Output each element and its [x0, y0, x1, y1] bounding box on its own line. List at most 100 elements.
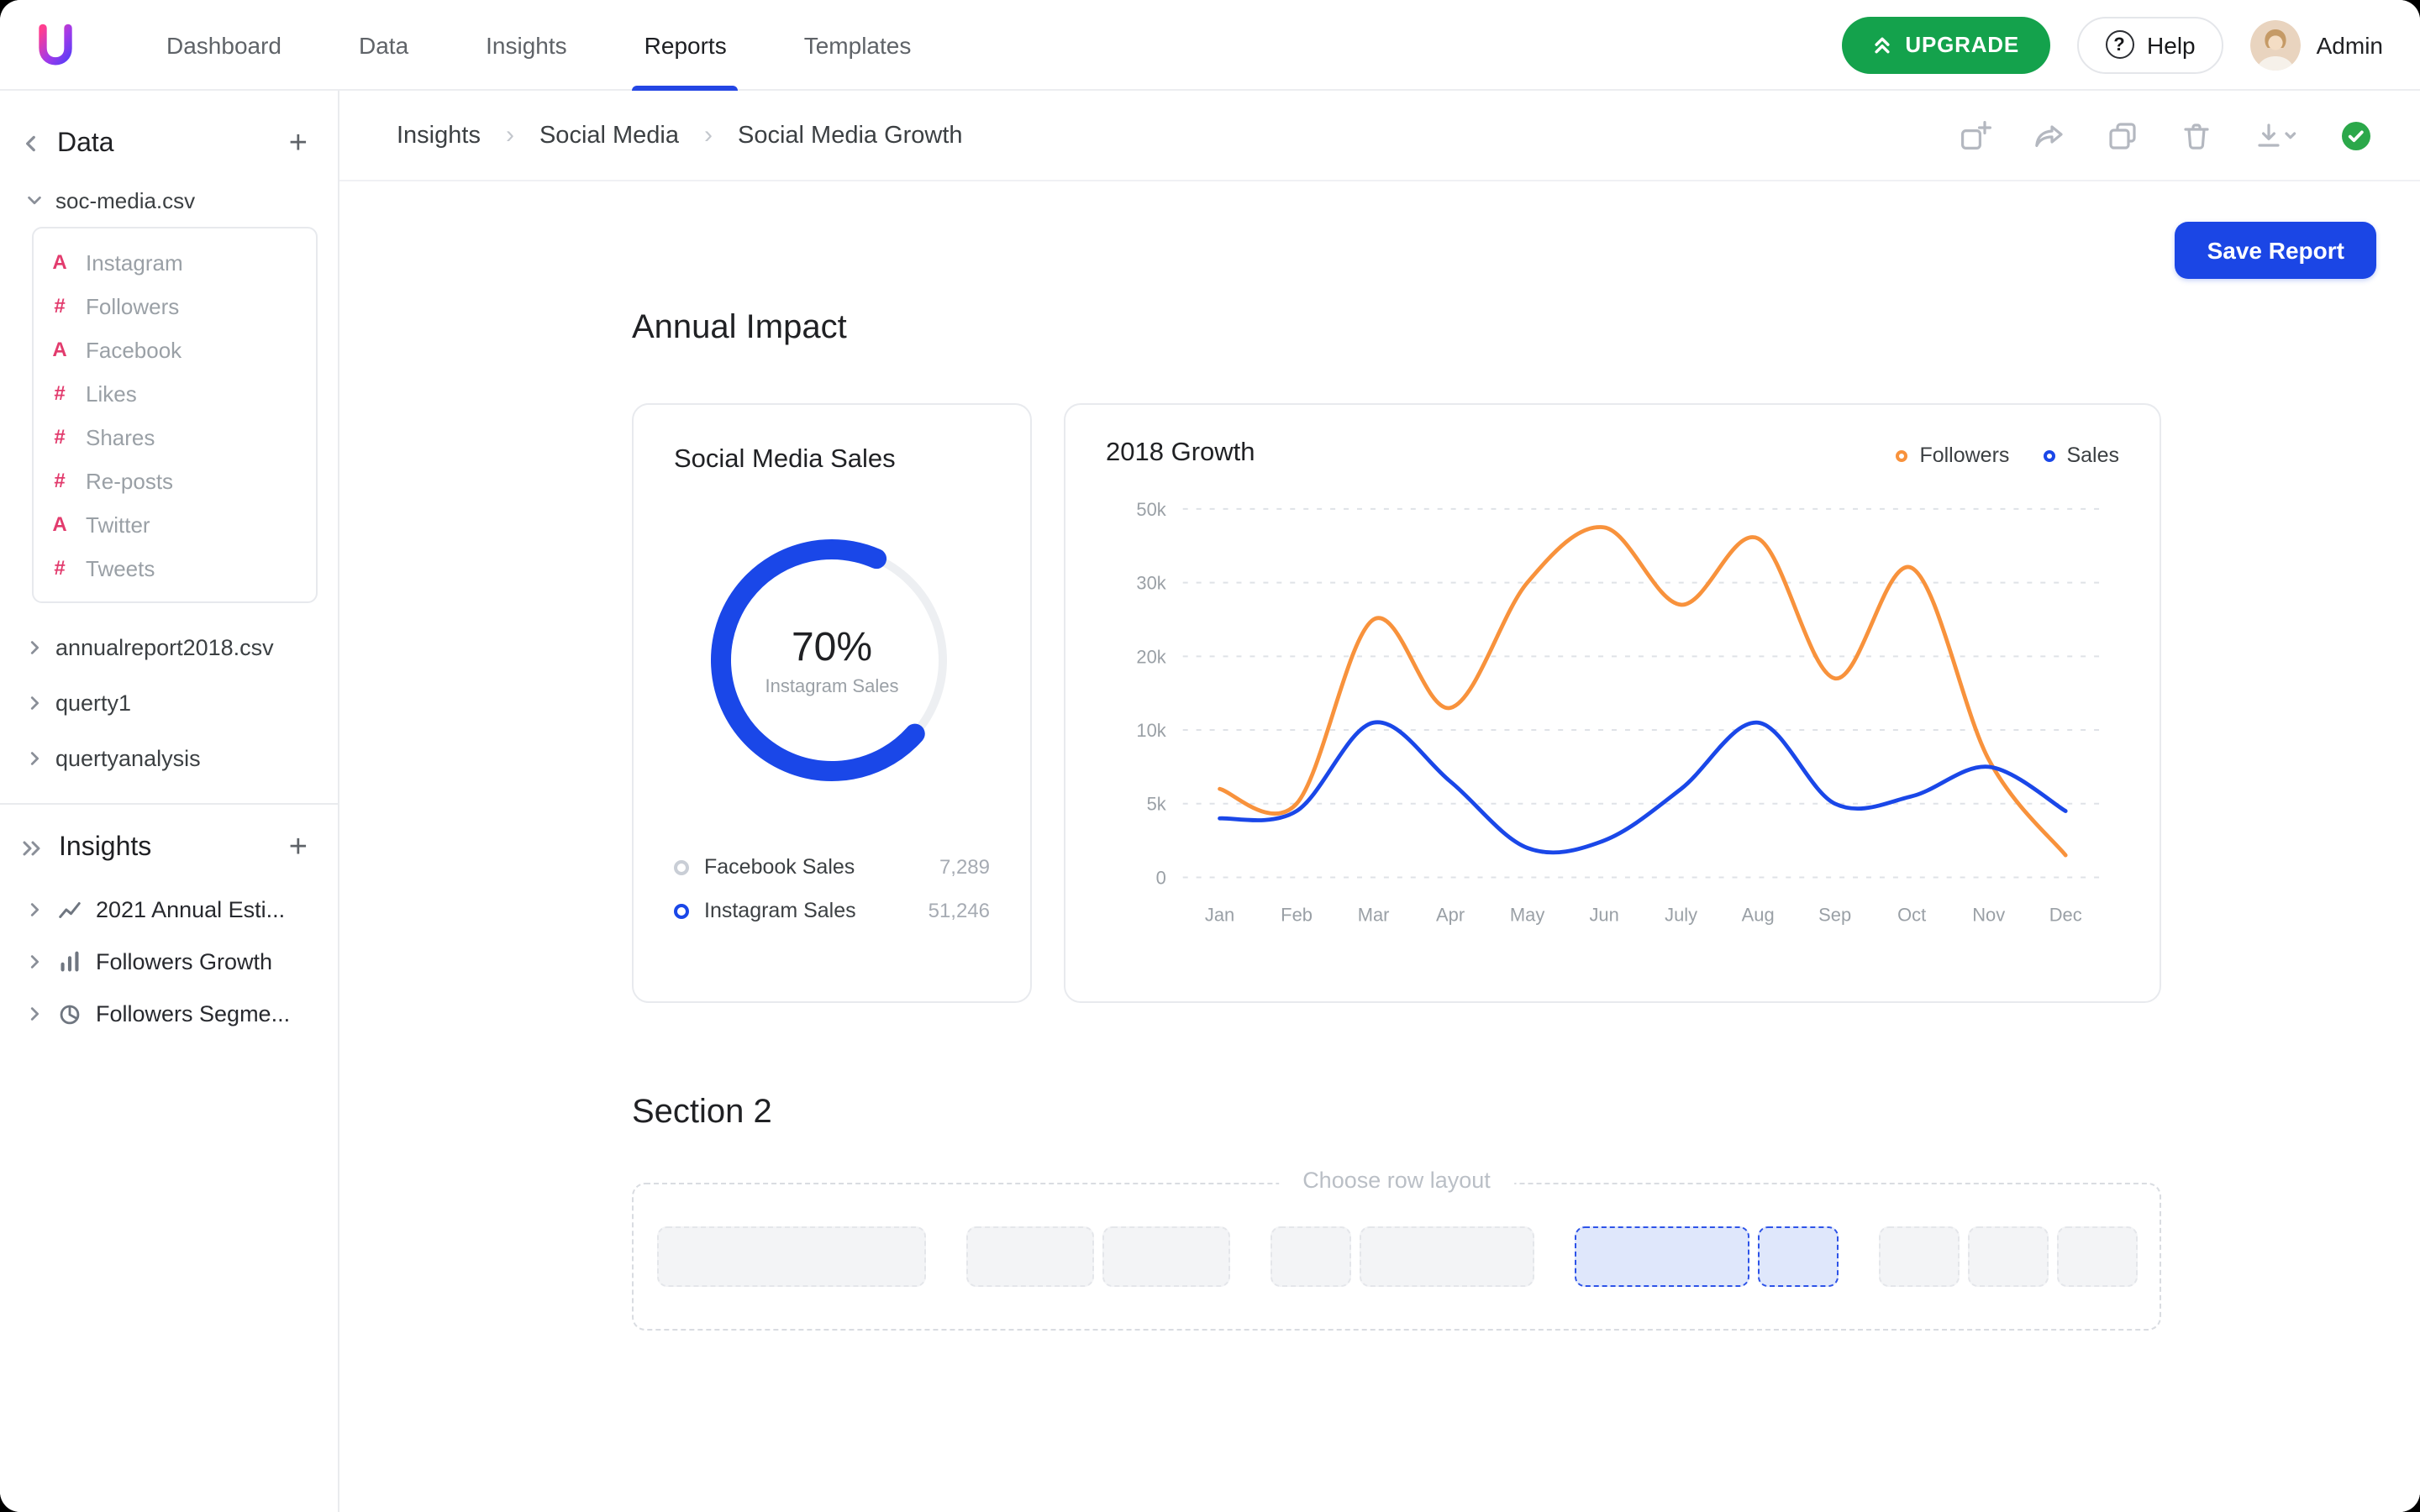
growth-line-chart: 0 5k 10k 20k 30k 50k Jan Feb Mar Apr May Jun July Aug…	[1136, 499, 2107, 925]
field-facebook[interactable]: A Facebook	[50, 328, 299, 371]
duplicate-button[interactable]	[2106, 118, 2139, 152]
chevron-right-icon	[30, 955, 39, 969]
widget-social-media-sales[interactable]: Social Media Sales 70% Instagram Sales	[632, 403, 1032, 1003]
legend-facebook-sales: Facebook Sales 7,289	[674, 855, 990, 879]
donut-percent: 70%	[791, 624, 873, 669]
data-section-title: Data	[57, 129, 114, 157]
report-body: Annual Impact Social Media Sales	[632, 309, 2161, 1331]
text-field-icon: A	[52, 512, 67, 536]
growth-chart-area: 0 5k 10k 20k 30k 50k Jan Feb Mar Apr May Jun July Aug…	[1106, 486, 2119, 934]
share-button[interactable]	[2032, 118, 2065, 152]
help-button[interactable]: ? Help	[2076, 16, 2224, 73]
field-re-posts[interactable]: # Re-posts	[50, 459, 299, 502]
breadcrumb-bar: Insights Social Media Social Media Growt…	[339, 91, 2420, 181]
layout-block[interactable]	[965, 1226, 1093, 1287]
svg-text:Dec: Dec	[2049, 904, 2082, 925]
save-report-button[interactable]: Save Report	[2175, 222, 2376, 279]
duplicate-icon	[2109, 122, 2136, 149]
legend-dot-icon	[674, 859, 689, 874]
data-section-header: Data +	[0, 108, 338, 180]
delete-button[interactable]	[2180, 118, 2213, 152]
share-icon	[2035, 124, 2063, 146]
nav-templates[interactable]: Templates	[803, 31, 912, 58]
layout-block[interactable]	[1878, 1226, 1959, 1287]
chevron-separator-icon	[506, 121, 514, 150]
insight-followers-segments[interactable]: Followers Segme...	[0, 988, 338, 1040]
layout-block[interactable]	[1102, 1226, 1229, 1287]
layout-block-selected[interactable]	[1757, 1226, 1838, 1287]
layout-block[interactable]	[1967, 1226, 2048, 1287]
layout-block-selected[interactable]	[1574, 1226, 1749, 1287]
section-title-section-2: Section 2	[632, 1094, 772, 1131]
nav-dashboard[interactable]: Dashboard	[166, 31, 281, 58]
brand-logo[interactable]	[30, 19, 81, 70]
double-chevron-right-icon[interactable]	[20, 837, 44, 858]
number-field-icon: #	[54, 425, 66, 449]
field-shares[interactable]: # Shares	[50, 415, 299, 459]
legend-followers: Followers	[1896, 444, 2009, 467]
chevron-separator-icon	[704, 121, 713, 150]
chevron-right-icon	[30, 641, 39, 654]
field-likes[interactable]: # Likes	[50, 371, 299, 415]
svg-text:0: 0	[1156, 867, 1166, 888]
layout-block[interactable]	[656, 1226, 925, 1287]
add-data-button[interactable]: +	[276, 124, 321, 163]
add-insight-button[interactable]: +	[276, 828, 321, 867]
number-field-icon: #	[54, 294, 66, 318]
breadcrumb-social-media[interactable]: Social Media	[539, 122, 679, 149]
dataset-fields-list: A Instagram # Followers A Facebook # Lik…	[32, 227, 318, 603]
svg-text:May: May	[1510, 904, 1544, 925]
row-layout-option-full[interactable]	[656, 1226, 925, 1287]
layout-block[interactable]	[1270, 1226, 1350, 1287]
field-twitter[interactable]: A Twitter	[50, 502, 299, 546]
field-instagram[interactable]: A Instagram	[50, 240, 299, 284]
avatar	[2250, 19, 2302, 70]
add-widget-icon	[1960, 120, 1991, 149]
insight-2021-annual[interactable]: 2021 Annual Esti...	[0, 884, 338, 936]
row-layout-option-thirds[interactable]	[1878, 1226, 2137, 1287]
growth-card-header: 2018 Growth Followers Sales	[1106, 438, 2119, 469]
nav-data[interactable]: Data	[359, 31, 409, 58]
dataset-soc-media[interactable]: soc-media.csv	[0, 180, 338, 222]
chevron-left-icon[interactable]	[20, 133, 42, 155]
svg-text:Nov: Nov	[1972, 904, 2005, 925]
layout-block[interactable]	[1359, 1226, 1534, 1287]
field-tweets[interactable]: # Tweets	[50, 546, 299, 590]
svg-text:20k: 20k	[1136, 646, 1165, 667]
row-layout-option-twothirds-third-selected[interactable]	[1574, 1226, 1838, 1287]
legend-sales: Sales	[2043, 444, 2119, 467]
insights-section-header: Insights +	[0, 811, 338, 884]
row-layout-option-half-half[interactable]	[965, 1226, 1229, 1287]
dataset-annualreport2018[interactable]: annualreport2018.csv	[0, 620, 338, 675]
nav-insights[interactable]: Insights	[486, 31, 567, 58]
widget-2018-growth[interactable]: 2018 Growth Followers Sales 0 5k 10k 20k 30k…	[1064, 403, 2161, 1003]
breadcrumb-social-media-growth[interactable]: Social Media Growth	[738, 122, 963, 149]
upgrade-button[interactable]: UPGRADE	[1841, 16, 2050, 73]
report-canvas: Save Report Annual Impact Social Media S…	[339, 181, 2420, 1512]
breadcrumb-insights[interactable]: Insights	[397, 122, 481, 149]
svg-text:30k: 30k	[1136, 573, 1165, 594]
insight-followers-growth[interactable]: Followers Growth	[0, 936, 338, 988]
add-widget-button[interactable]	[1958, 118, 1991, 152]
breadcrumb: Insights Social Media Social Media Growt…	[397, 121, 963, 150]
row-layout-option-third-twothirds[interactable]	[1270, 1226, 1534, 1287]
nav-reports[interactable]: Reports	[606, 0, 765, 90]
donut-chart: 70% Instagram Sales	[697, 526, 966, 795]
field-followers[interactable]: # Followers	[50, 284, 299, 328]
row-layout-picker-label: Choose row layout	[1279, 1168, 1514, 1193]
svg-text:Jan: Jan	[1205, 904, 1234, 925]
user-name: Admin	[2316, 31, 2383, 58]
topbar-right: UPGRADE ? Help Admin	[1841, 16, 2383, 73]
chevron-right-icon	[30, 1007, 39, 1021]
dataset-quertyanalysis[interactable]: quertyanalysis	[0, 731, 338, 786]
dataset-querty1[interactable]: querty1	[0, 675, 338, 731]
svg-text:July: July	[1665, 904, 1697, 925]
user-menu[interactable]: Admin	[2250, 19, 2383, 70]
donut-sublabel: Instagram Sales	[765, 676, 899, 696]
section-title-annual-impact: Annual Impact	[632, 309, 847, 346]
saved-status-icon	[2339, 118, 2373, 152]
layout-block[interactable]	[2056, 1226, 2137, 1287]
export-button[interactable]	[2254, 118, 2299, 152]
legend-value: 7,289	[939, 855, 990, 879]
